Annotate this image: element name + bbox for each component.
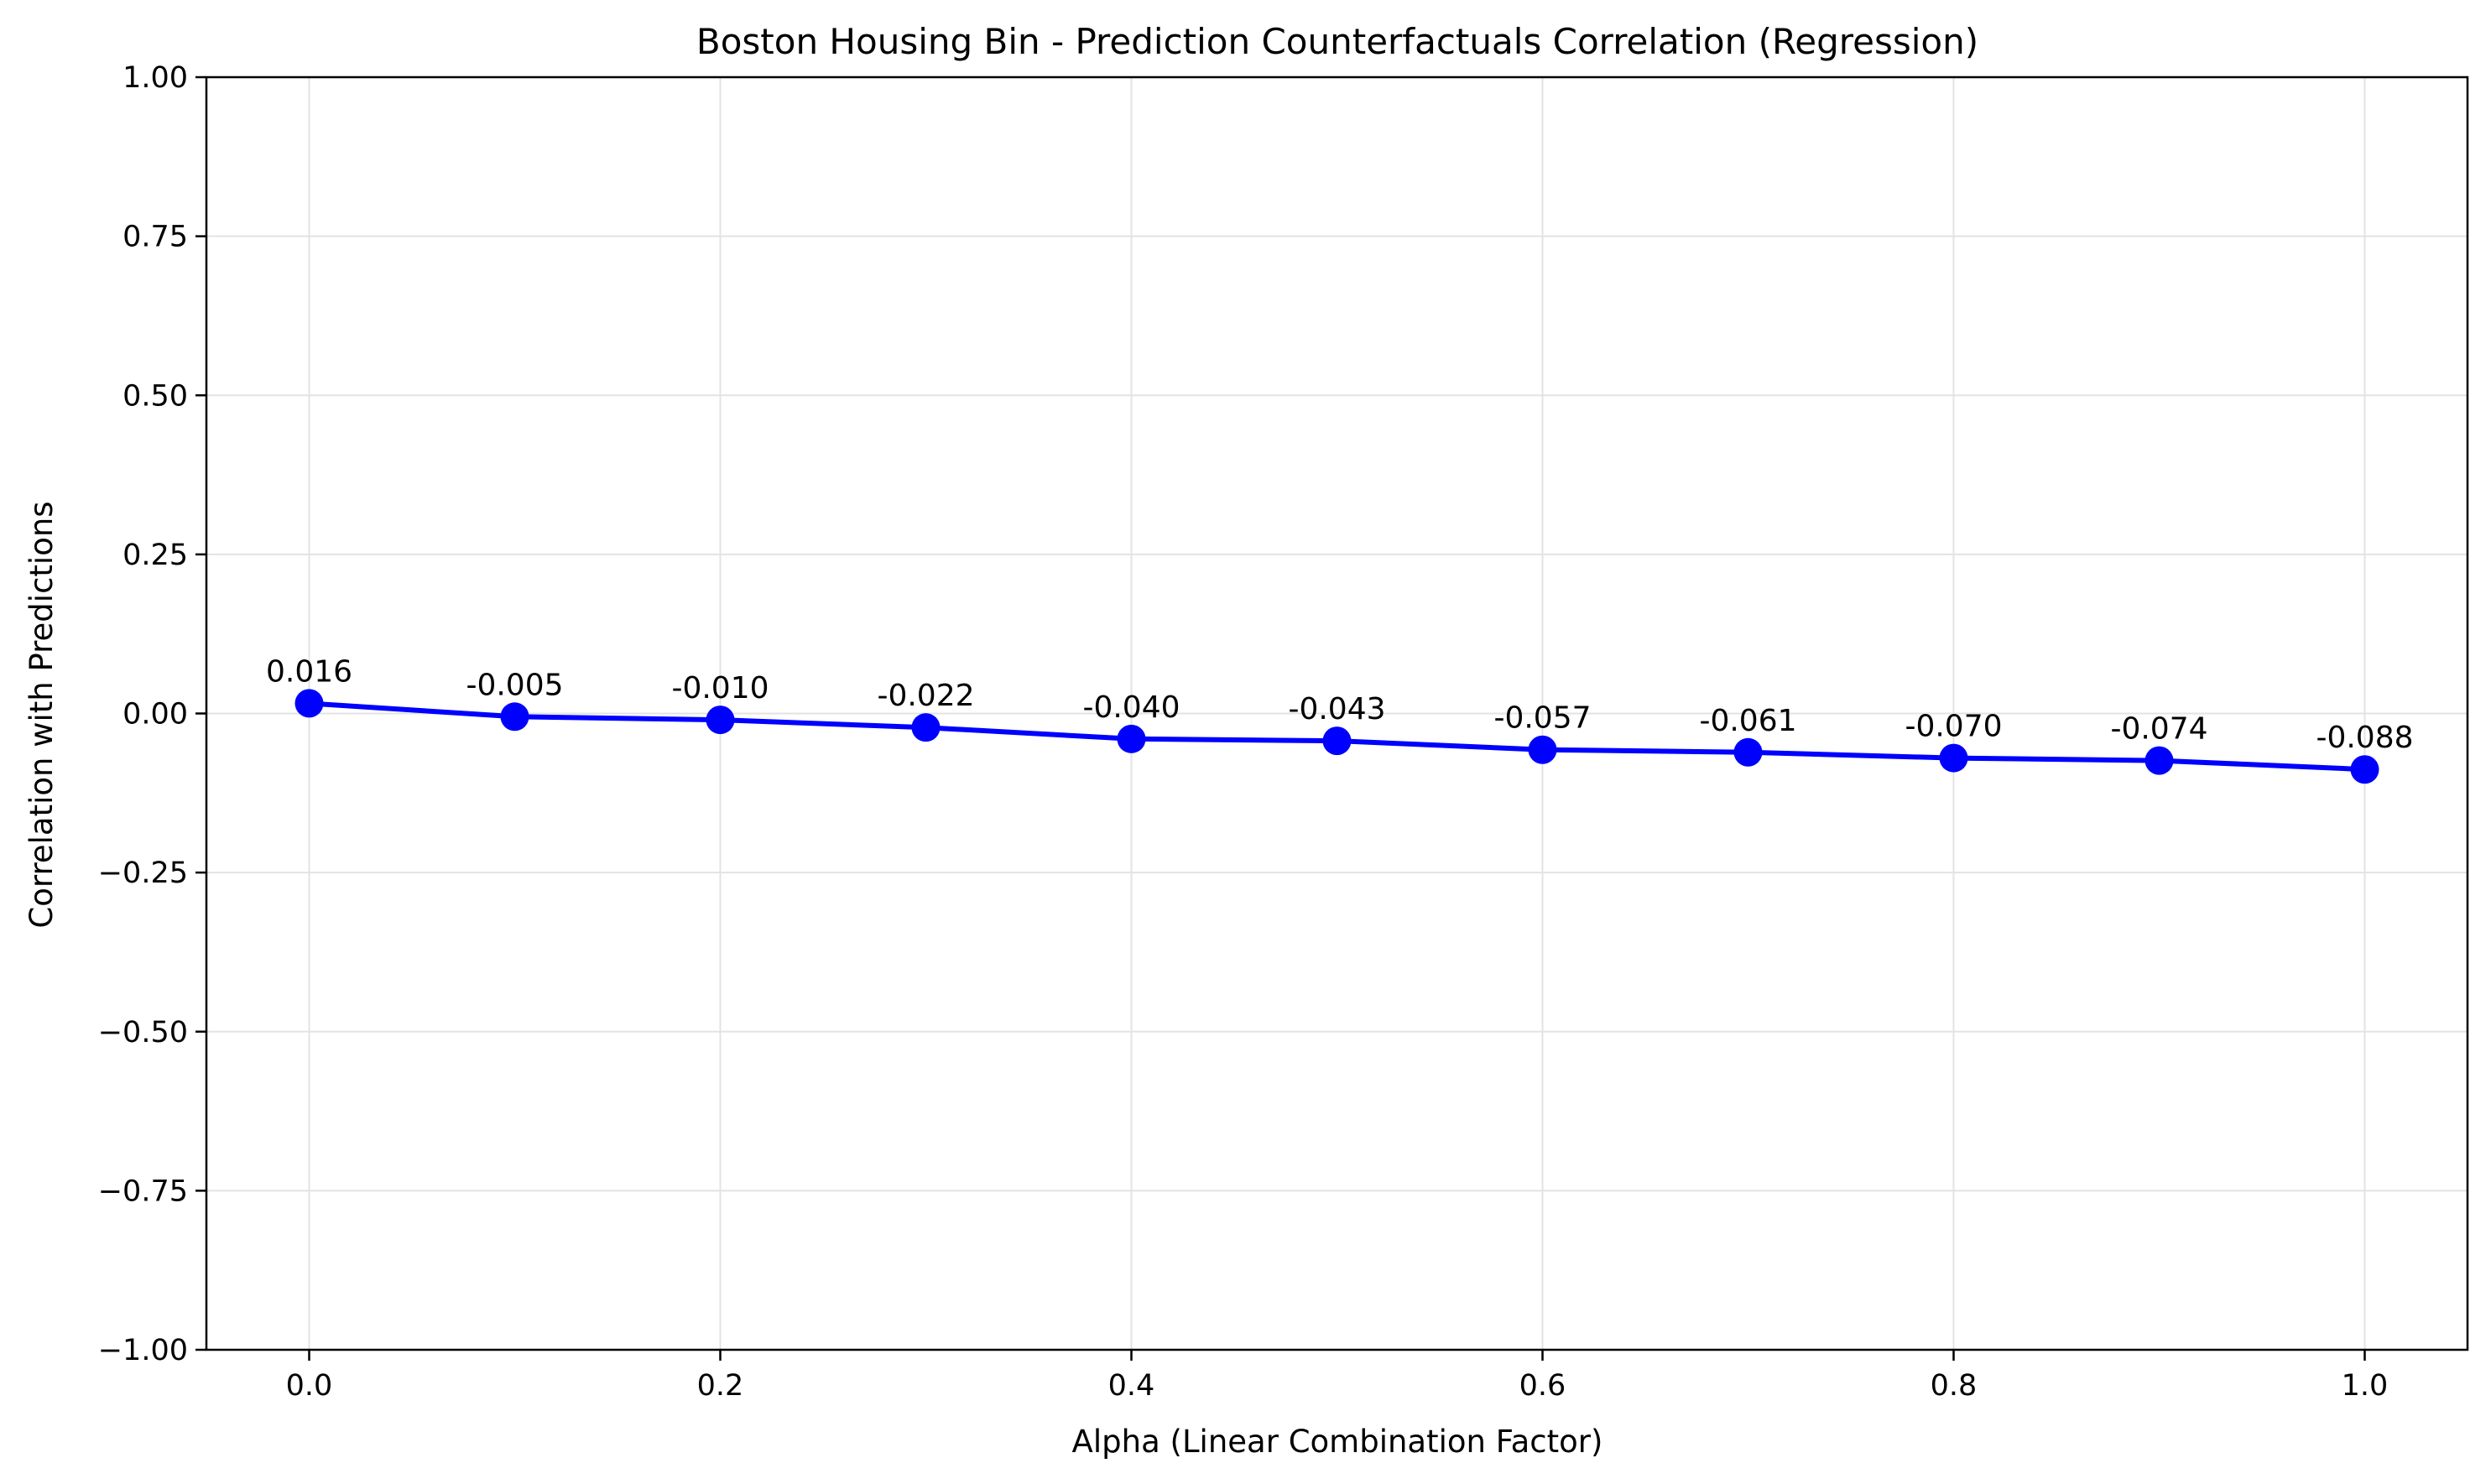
data-point-marker [1322,726,1352,756]
y-tick-label: 0.75 [122,221,188,254]
data-point-marker [706,706,735,735]
y-tick-label: −0.75 [98,1174,188,1208]
y-tick-label: 0.50 [122,379,188,413]
x-tick-label: 0.0 [286,1369,333,1403]
data-label: -0.088 [2316,721,2413,755]
x-tick-label: 1.0 [2342,1369,2389,1403]
data-point-marker [1117,724,1146,753]
x-tick-label: 0.4 [1108,1369,1155,1403]
series-markers [294,689,2379,784]
y-tick-label: 1.00 [122,61,188,95]
data-label: -0.061 [1699,704,1796,738]
data-point-marker [1528,735,1557,764]
data-label: 0.016 [266,654,352,689]
data-label: -0.074 [2110,712,2207,747]
y-axis-label: Correlation with Predictions [23,501,60,928]
y-tick-label: 0.25 [122,539,188,572]
y-tick-label: −0.50 [98,1016,188,1049]
data-point-marker [2144,746,2174,775]
data-label: -0.040 [1082,690,1180,725]
data-label: -0.057 [1493,701,1591,736]
x-tick-label: 0.6 [1519,1369,1566,1403]
x-axis-label: Alpha (Linear Combination Factor) [1072,1424,1603,1460]
chart-title: Boston Housing Bin - Prediction Counterf… [696,21,1978,62]
data-point-marker [1733,737,1763,767]
data-label: -0.070 [1905,710,2002,744]
y-axis-ticks: −1.00 −0.75 −0.50 −0.25 0.00 0.25 0.50 0.75 1.00 [98,61,206,1367]
x-axis-ticks: 0.0 0.2 0.4 0.6 0.8 1.0 [286,1350,2389,1403]
data-point-marker [2350,755,2379,784]
x-tick-label: 0.2 [697,1369,744,1403]
data-point-marker [911,713,941,742]
y-tick-label: −0.25 [98,857,188,890]
y-tick-label: −1.00 [98,1334,188,1367]
data-point-marker [500,702,529,732]
data-point-marker [294,689,324,718]
y-tick-label: 0.00 [122,698,188,732]
data-labels: 0.016 -0.005 -0.010 -0.022 -0.040 -0.043 -0.05… [266,654,2414,755]
data-point-marker [1939,743,1968,773]
data-label: -0.043 [1288,692,1385,726]
data-label: -0.022 [877,679,974,713]
data-label: -0.005 [466,668,563,702]
x-tick-label: 0.8 [1931,1369,1978,1403]
data-label: -0.010 [671,671,769,706]
